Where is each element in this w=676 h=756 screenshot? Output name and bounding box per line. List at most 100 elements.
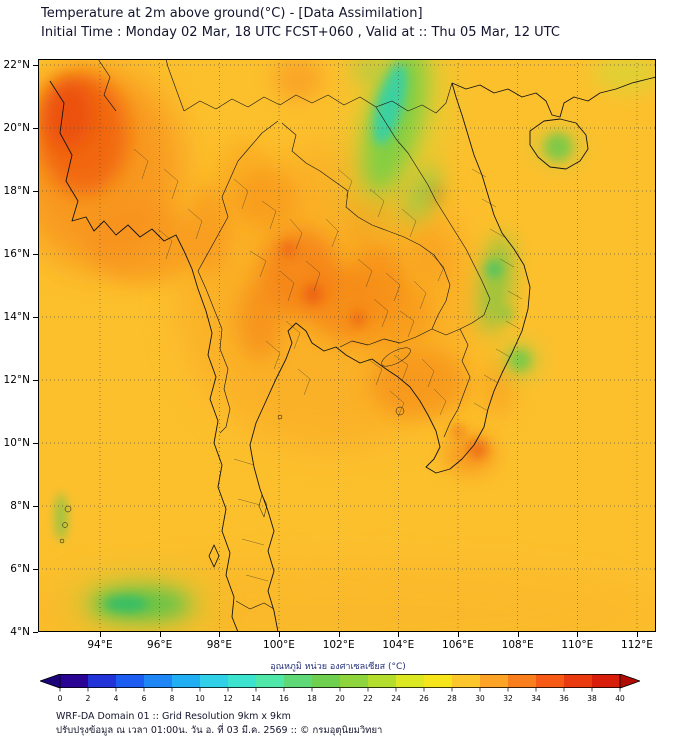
- colorbar-tick-label: 6: [141, 694, 147, 703]
- colorbar-segment: [256, 674, 285, 688]
- colorbar-tick-label: 36: [559, 694, 569, 703]
- colorbar-segment: [312, 674, 341, 688]
- y-axis-tick-label: 10°N: [3, 437, 30, 449]
- colorbar-segment: [396, 674, 425, 688]
- colorbar-right-arrow: [619, 673, 642, 689]
- colorbar-tick-label: 18: [307, 694, 317, 703]
- temperature-field: [38, 59, 656, 632]
- y-axis-tick-label: 6°N: [10, 563, 30, 575]
- colorbar-tick-label: 0: [57, 694, 63, 703]
- x-axis-tick-label: 104°E: [382, 639, 415, 651]
- page-subtitle: Initial Time : Monday 02 Mar, 18 UTC FCS…: [41, 25, 560, 40]
- colorbar-segment: [116, 674, 145, 688]
- colorbar-tick-label: 30: [475, 694, 485, 703]
- y-axis-tick-label: 14°N: [3, 311, 30, 323]
- colorbar-tick-label: 20: [335, 694, 345, 703]
- x-axis-tick-label: 112°E: [621, 639, 653, 651]
- y-axis-tick-label: 22°N: [3, 59, 30, 71]
- x-axis-tick-label: 106°E: [442, 639, 474, 651]
- x-axis-tick-label: 94°E: [87, 639, 113, 651]
- x-axis-tick: [219, 632, 221, 637]
- colorbar-tick-label: 4: [113, 694, 119, 703]
- map-plot: 22°N 20°N 18°N 16°N 14°N 12°N 10°N 8°N 6°N 4°N 94…: [4, 59, 656, 651]
- colorbar-segment: [228, 674, 257, 688]
- x-axis-tick-label: 100°E: [263, 639, 295, 651]
- colorbar-segment: [284, 674, 313, 688]
- colorbar-segment: [424, 674, 453, 688]
- x-axis-tick-label: 98°E: [206, 639, 232, 651]
- grid-lines: [38, 59, 656, 632]
- y-axis-tick: [33, 380, 38, 381]
- colorbar-segment: [480, 674, 509, 688]
- coastlines: [49, 76, 656, 632]
- colorbar-tick-label: 28: [447, 694, 457, 703]
- colorbar-tick-label: 34: [531, 694, 541, 703]
- colorbar-tick-label: 38: [587, 694, 597, 703]
- colorbar: [38, 673, 642, 694]
- colorbar-tick-label: 2: [85, 694, 91, 703]
- x-axis-tick: [398, 632, 400, 637]
- colorbar-segment: [144, 674, 173, 688]
- x-axis-tick: [517, 632, 519, 637]
- map-frame: [38, 59, 656, 632]
- colorbar-segment: [340, 674, 369, 688]
- footer: WRF-DA Domain 01 :: Grid Resolution 9km …: [56, 710, 382, 737]
- lakes-and-islets: [59, 347, 411, 544]
- y-axis-tick: [33, 632, 38, 633]
- x-axis-tick-label: 110°E: [561, 639, 594, 651]
- x-axis-tick: [457, 632, 459, 637]
- colorbar-tick-label: 40: [615, 694, 625, 703]
- y-axis-tick: [33, 254, 38, 255]
- page-title: Temperature at 2m above ground(°C) - [Da…: [41, 6, 423, 21]
- country-borders: [97, 59, 491, 610]
- x-axis-tick-label: 108°E: [501, 639, 534, 651]
- colorbar-tick-label: 14: [251, 694, 261, 703]
- province-borders: [133, 148, 523, 582]
- colorbar-tick-label: 26: [419, 694, 429, 703]
- colorbar-segment: [564, 674, 593, 688]
- footer-line1: WRF-DA Domain 01 :: Grid Resolution 9km …: [56, 711, 291, 722]
- map-svg: [38, 59, 656, 632]
- y-axis-tick: [33, 191, 38, 192]
- x-axis-tick: [577, 632, 579, 637]
- colorbar-ticks: 0 2 4 6 8 10 12 14 16 18 20 22 24 26 28 30 32 34 36 38 40: [40, 694, 640, 704]
- x-axis-tick: [159, 632, 161, 637]
- colorbar-left-arrow: [38, 673, 61, 689]
- x-axis-tick: [100, 632, 101, 637]
- y-axis-tick-label: 8°N: [10, 500, 30, 512]
- colorbar-tick-label: 32: [503, 694, 513, 703]
- colorbar-tick-label: 16: [279, 694, 289, 703]
- footer-line2: ปรับปรุงข้อมูล ณ เวลา 01:00น. วัน อ. ที่…: [56, 724, 383, 736]
- colorbar-segment: [452, 674, 481, 688]
- y-axis-tick-label: 12°N: [3, 374, 30, 386]
- y-axis-tick-label: 4°N: [10, 626, 30, 638]
- colorbar-segment: [368, 674, 397, 688]
- y-axis-tick: [33, 443, 38, 444]
- colorbar-tick-label: 22: [363, 694, 373, 703]
- x-axis-tick-label: 102°E: [322, 639, 355, 651]
- colorbar-svg: [38, 673, 642, 692]
- colorbar-segment: [172, 674, 201, 688]
- colorbar-tick-label: 24: [391, 694, 401, 703]
- colorbar-segment: [508, 674, 537, 688]
- colorbar-segment: [592, 674, 621, 688]
- colorbar-tick-label: 10: [195, 694, 205, 703]
- colorbar-segment: [200, 674, 229, 688]
- x-axis-tick: [338, 632, 340, 637]
- y-axis-tick: [33, 506, 38, 507]
- y-axis-tick-label: 16°N: [3, 248, 30, 260]
- y-axis-tick-label: 18°N: [3, 185, 30, 197]
- y-axis-tick: [33, 317, 38, 318]
- y-axis-tick: [33, 128, 38, 129]
- colorbar-segment: [60, 674, 89, 688]
- colorbar-segment: [536, 674, 565, 688]
- y-axis-tick: [33, 65, 38, 66]
- y-axis-tick: [33, 569, 38, 570]
- y-axis-tick-label: 20°N: [3, 122, 30, 134]
- colorbar-label: อุณหภูมิ หน่วย องศาเซลเซียส (°C): [270, 662, 406, 672]
- x-axis-tick-label: 96°E: [147, 639, 173, 651]
- x-axis-tick: [636, 632, 638, 637]
- colorbar-tick-label: 12: [223, 694, 233, 703]
- x-axis-tick: [278, 632, 280, 637]
- colorbar-segment: [88, 674, 117, 688]
